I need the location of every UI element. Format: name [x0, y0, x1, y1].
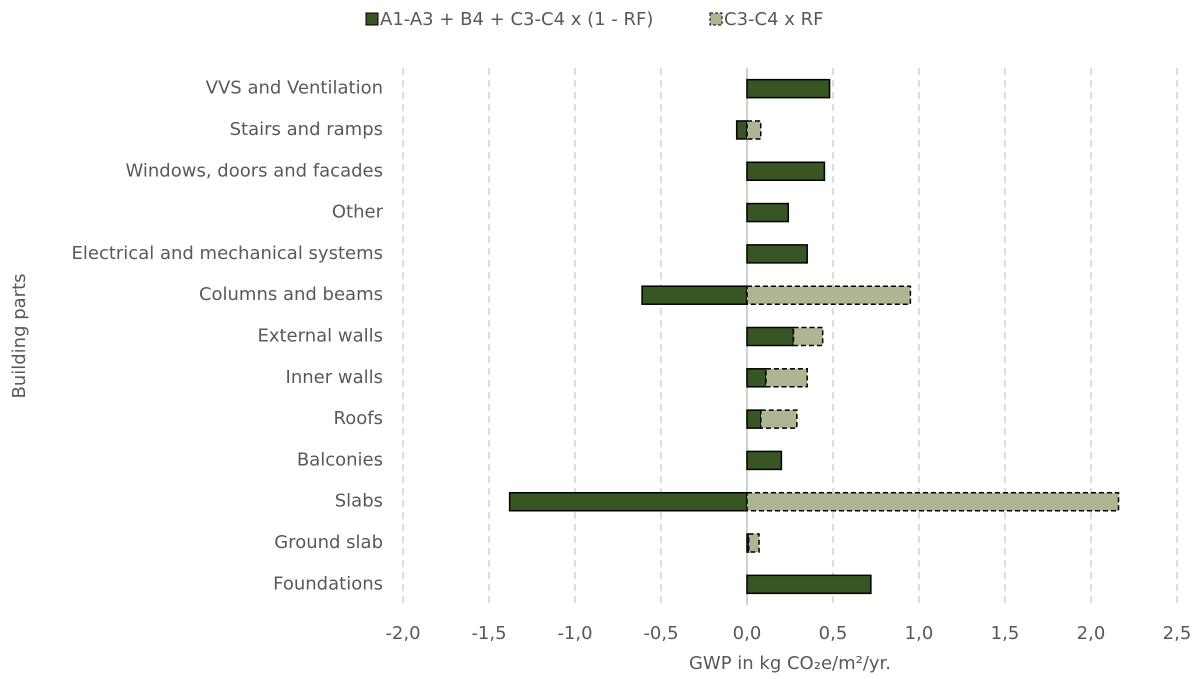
bar [746, 78, 831, 99]
bar [746, 409, 762, 429]
legend-label: C3-C4 x RF [724, 9, 824, 30]
y-tick-label: Windows, doors and facades [125, 160, 383, 181]
bar [746, 120, 762, 140]
x-axis-label: GWP in kg CO₂e/m²/yr. [689, 653, 891, 674]
y-tick-label: Balconies [297, 449, 383, 470]
y-tick-label: VVS and Ventilation [206, 78, 383, 99]
bar [641, 285, 748, 305]
bar [746, 244, 808, 264]
bar [765, 368, 808, 388]
y-tick-label: Other [332, 202, 384, 223]
x-tick-label: -1,5 [471, 623, 506, 644]
y-tick-label: Ground slab [274, 532, 383, 553]
legend-swatch [709, 12, 723, 26]
y-tick-label: Inner walls [286, 367, 383, 388]
legend-label: A1-A3 + B4 + C3-C4 x (1 - RF) [380, 9, 653, 30]
legend-swatch [365, 12, 379, 26]
x-tick-label: 2,5 [1163, 623, 1192, 644]
y-tick-label: External walls [257, 326, 383, 347]
x-tick-label: -1,0 [557, 623, 592, 644]
x-tick-label: -0,5 [643, 623, 678, 644]
y-tick-label: Electrical and mechanical systems [72, 243, 384, 264]
x-tick-label: 1,0 [905, 623, 934, 644]
bar [746, 574, 872, 595]
bar [735, 120, 748, 140]
bar [746, 326, 795, 347]
x-tick-label: 2,0 [1077, 623, 1106, 644]
x-tick-label: 0,5 [819, 623, 848, 644]
bar [746, 202, 790, 223]
bar [508, 491, 748, 512]
bar [746, 368, 767, 388]
y-tick-label: Columns and beams [199, 284, 383, 305]
y-tick-label: Stairs and ramps [230, 119, 383, 140]
x-tick-label: 1,5 [991, 623, 1020, 644]
y-axis-label: Building parts [9, 273, 30, 398]
bar [760, 409, 798, 429]
bar [792, 326, 824, 347]
y-tick-label: Slabs [335, 491, 383, 512]
bar [746, 491, 1120, 512]
bar [746, 161, 826, 182]
bar [746, 450, 783, 471]
x-tick-label: 0,0 [733, 623, 762, 644]
y-tick-label: Roofs [334, 408, 383, 429]
bar [747, 533, 760, 553]
bar [746, 285, 912, 305]
y-tick-label: Foundations [273, 573, 383, 594]
x-tick-label: -2,0 [385, 623, 420, 644]
